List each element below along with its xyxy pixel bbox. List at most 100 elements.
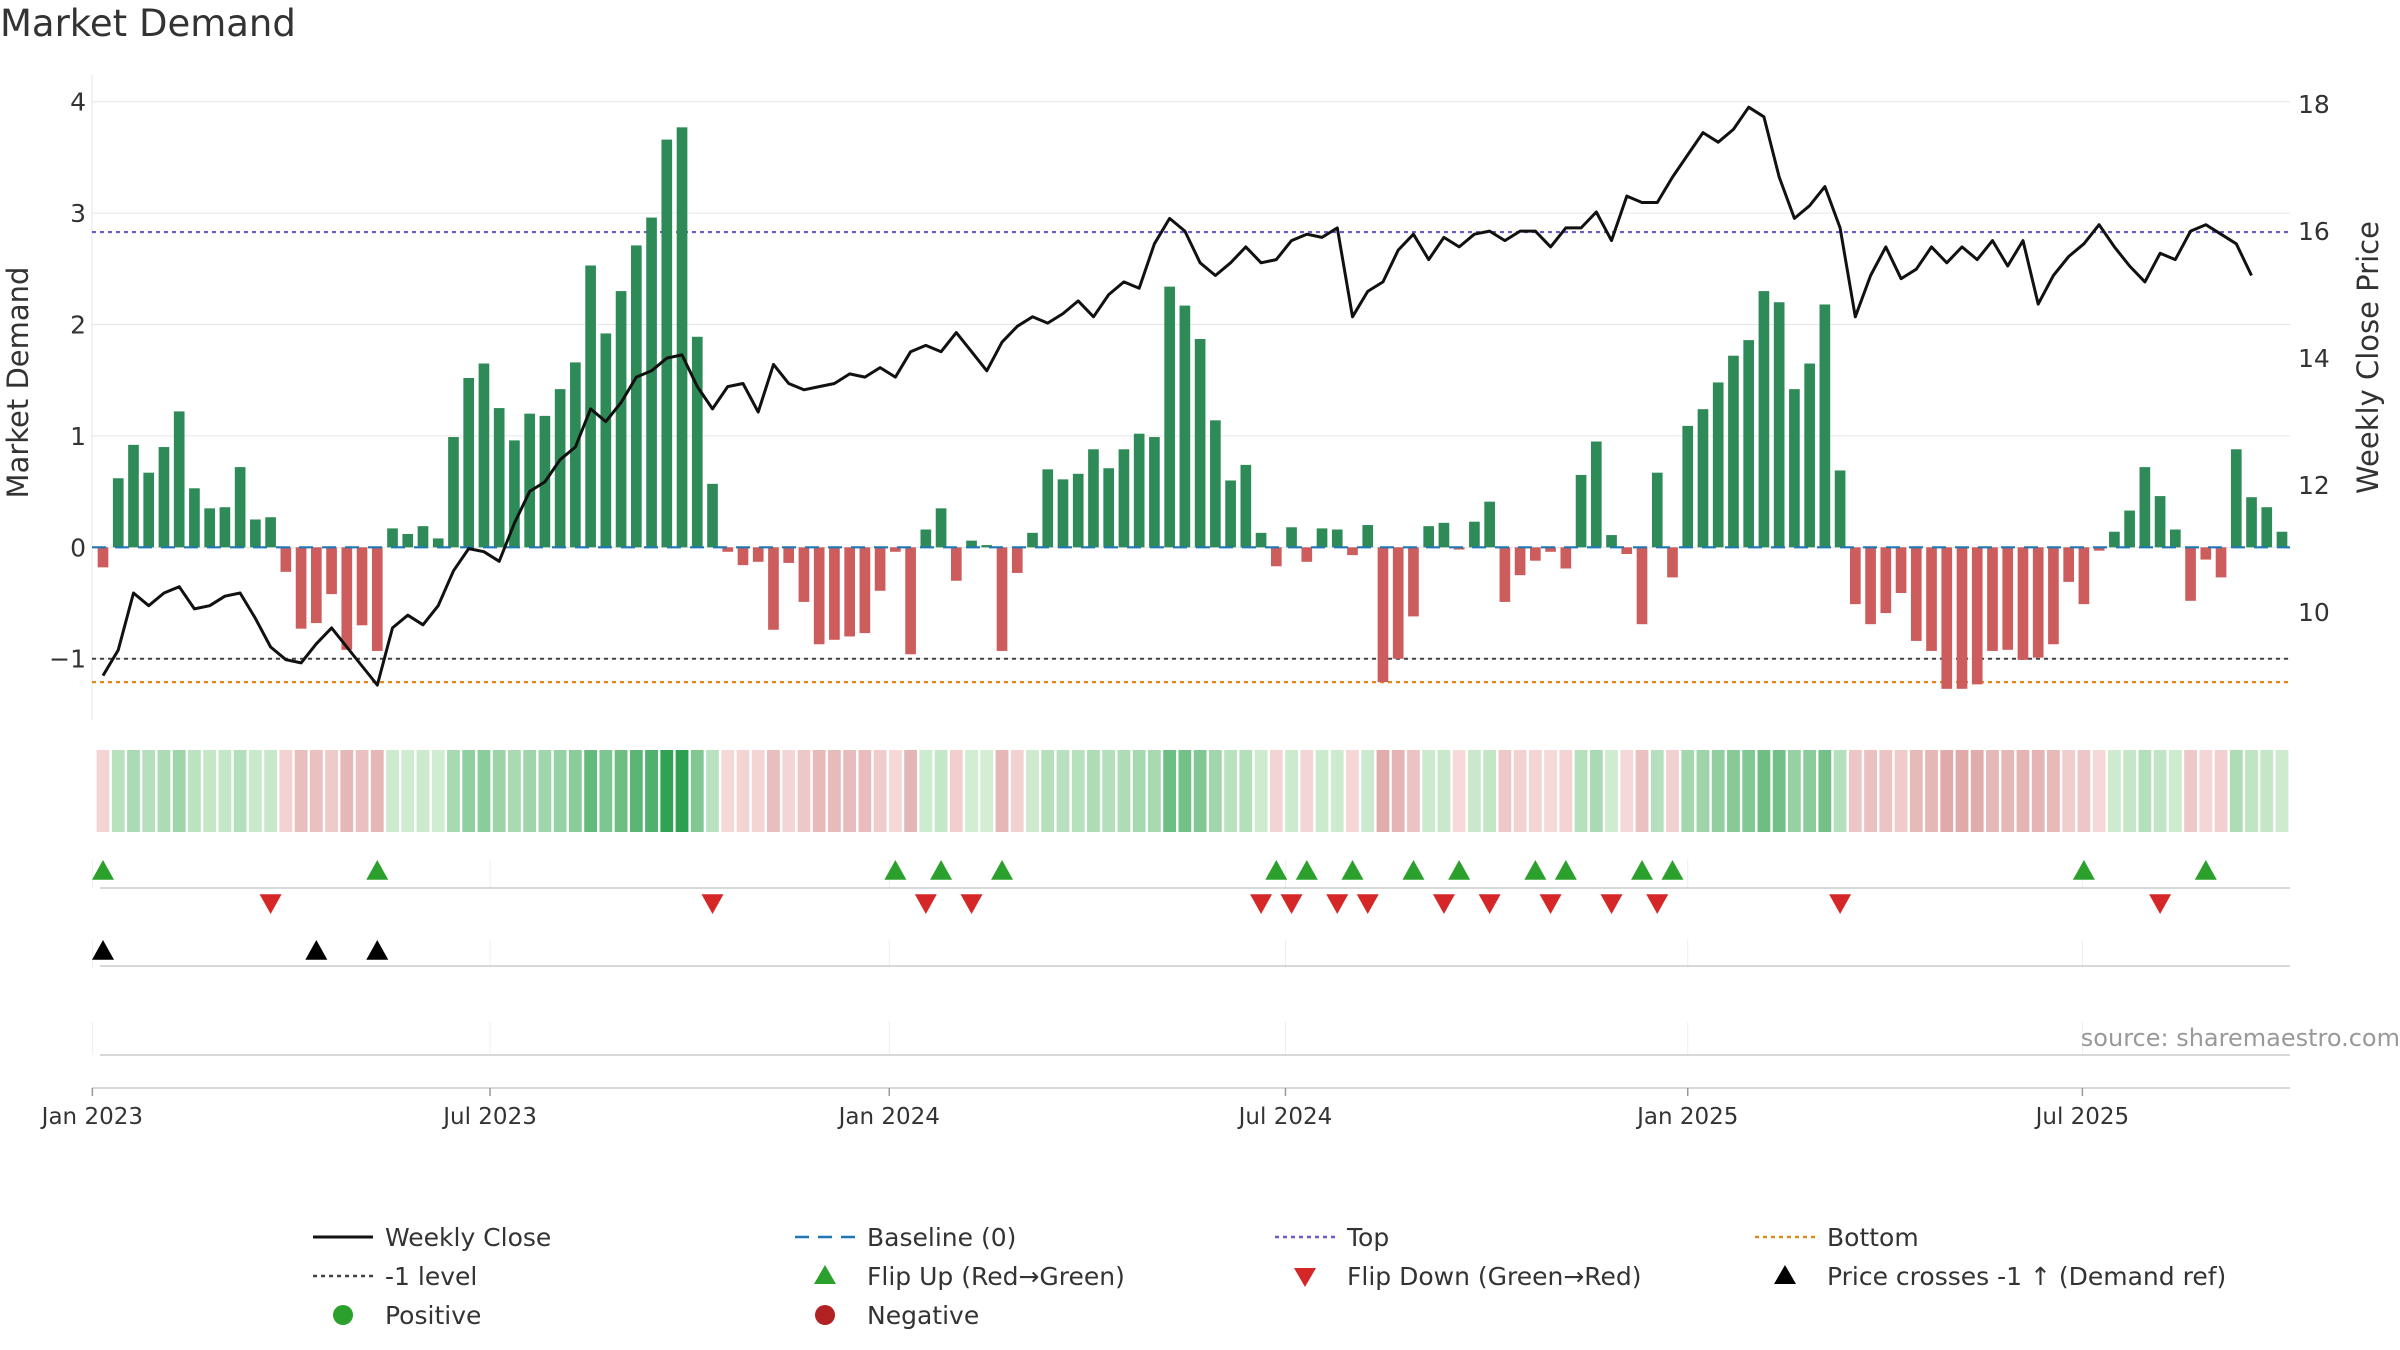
- demand-bar: [996, 547, 1008, 651]
- heat-cell: [340, 750, 354, 832]
- heat-cell: [949, 750, 963, 832]
- demand-bar: [1362, 525, 1374, 548]
- demand-bar: [1789, 389, 1800, 548]
- legend-label: Top: [1346, 1223, 1389, 1252]
- demand-bar: [265, 517, 276, 548]
- heat-cell: [386, 750, 399, 832]
- y-tick-label: 0: [70, 533, 86, 562]
- heat-cell: [1361, 750, 1375, 832]
- heat-cell: [264, 750, 278, 832]
- demand-bar: [1758, 291, 1770, 548]
- heat-cell: [1589, 750, 1603, 832]
- heat-cell: [1681, 750, 1695, 832]
- demand-bar: [554, 389, 566, 548]
- heat-cell: [675, 750, 689, 832]
- heat-cell: [2199, 750, 2213, 832]
- heat-cell: [1528, 750, 1542, 832]
- heat-cell: [1925, 750, 1938, 832]
- heat-cell: [1894, 750, 1908, 832]
- cross-marker: [366, 940, 389, 960]
- flip-down-marker: [259, 894, 282, 914]
- heat-cell: [1300, 750, 1314, 832]
- demand-bar: [2109, 531, 2120, 548]
- heat-cell: [1650, 750, 1664, 832]
- heat-cell: [2001, 750, 2015, 832]
- heat-cell: [1848, 750, 1862, 832]
- heat-cell: [1437, 750, 1451, 832]
- x-tick-label: Jul 2025: [2034, 1104, 2130, 1130]
- flip-down-marker: [1600, 894, 1623, 914]
- heat-cell: [248, 750, 262, 832]
- heat-cell: [919, 750, 933, 832]
- demand-bar: [1971, 547, 1983, 685]
- flip-down-marker: [1539, 894, 1562, 914]
- flip-up-marker: [1524, 860, 1547, 880]
- demand-bar: [1956, 547, 1968, 689]
- demand-bar: [890, 547, 901, 552]
- demand-bar: [1850, 547, 1861, 605]
- demand-bar: [250, 519, 261, 548]
- heat-cell: [812, 750, 826, 832]
- heat-cell: [2168, 750, 2182, 832]
- heat-cell: [568, 750, 582, 832]
- demand-bar: [2200, 547, 2212, 560]
- heat-cell: [1178, 750, 1192, 832]
- y2-tick-label: 18: [2298, 90, 2330, 119]
- demand-bar: [1880, 547, 1892, 614]
- circle-icon: [815, 1305, 835, 1325]
- demand-bar: [1651, 472, 1663, 548]
- demand-bar: [1210, 420, 1221, 548]
- heat-cell: [1148, 750, 1161, 832]
- heat-cell: [172, 750, 186, 832]
- demand-bar: [630, 245, 642, 548]
- heat-cell: [538, 750, 552, 832]
- flip-up-marker: [1341, 860, 1364, 880]
- demand-bar: [2032, 547, 2044, 658]
- demand-bar: [2185, 547, 2196, 601]
- heat-cell: [111, 750, 125, 832]
- flip-down-marker: [1432, 894, 1455, 914]
- heat-cell: [1970, 750, 1984, 832]
- demand-bar: [768, 547, 779, 630]
- heat-cell: [1224, 750, 1237, 832]
- heat-cell: [1407, 750, 1420, 832]
- demand-bar: [219, 507, 231, 548]
- demand-bar: [1118, 449, 1130, 548]
- heat-cell: [1071, 750, 1085, 832]
- flip-up-marker: [366, 860, 389, 880]
- demand-bar: [1072, 473, 1084, 548]
- demand-bar: [1530, 547, 1541, 561]
- heat-cell: [706, 750, 719, 832]
- demand-bar: [2048, 547, 2059, 645]
- y-tick-label: 4: [70, 88, 86, 117]
- demand-bar: [1926, 547, 1937, 651]
- demand-bar: [295, 547, 307, 629]
- heat-cell: [1346, 750, 1359, 832]
- demand-bar: [1910, 547, 1922, 641]
- flip-down-marker: [1250, 894, 1273, 914]
- y2-axis-title: Weekly Close Price: [2351, 221, 2385, 494]
- triangle-down-icon: [1294, 1268, 1316, 1287]
- demand-bar: [1103, 468, 1115, 548]
- demand-bar: [950, 547, 962, 581]
- heat-cell: [1254, 750, 1268, 832]
- legend-label: Baseline (0): [867, 1223, 1016, 1252]
- heat-cell: [965, 750, 978, 832]
- heat-cell: [2107, 750, 2121, 832]
- demand-bar: [676, 127, 688, 548]
- heat-cell: [492, 750, 506, 832]
- heat-cell: [1787, 750, 1801, 832]
- demand-bar: [1392, 547, 1404, 659]
- demand-bar: [1712, 382, 1724, 548]
- heat-cell: [767, 750, 780, 832]
- demand-bar: [722, 547, 734, 552]
- heat-cell: [1391, 750, 1405, 832]
- y-axis-title: Market Demand: [1, 267, 35, 499]
- legend-label: Price crosses -1 ↑ (Demand ref): [1827, 1262, 2226, 1291]
- demand-bar: [1149, 437, 1160, 548]
- demand-bar: [661, 139, 673, 548]
- heat-cell: [2260, 750, 2274, 832]
- heat-cell: [142, 750, 156, 832]
- demand-bar: [691, 336, 703, 548]
- demand-bar: [798, 547, 810, 602]
